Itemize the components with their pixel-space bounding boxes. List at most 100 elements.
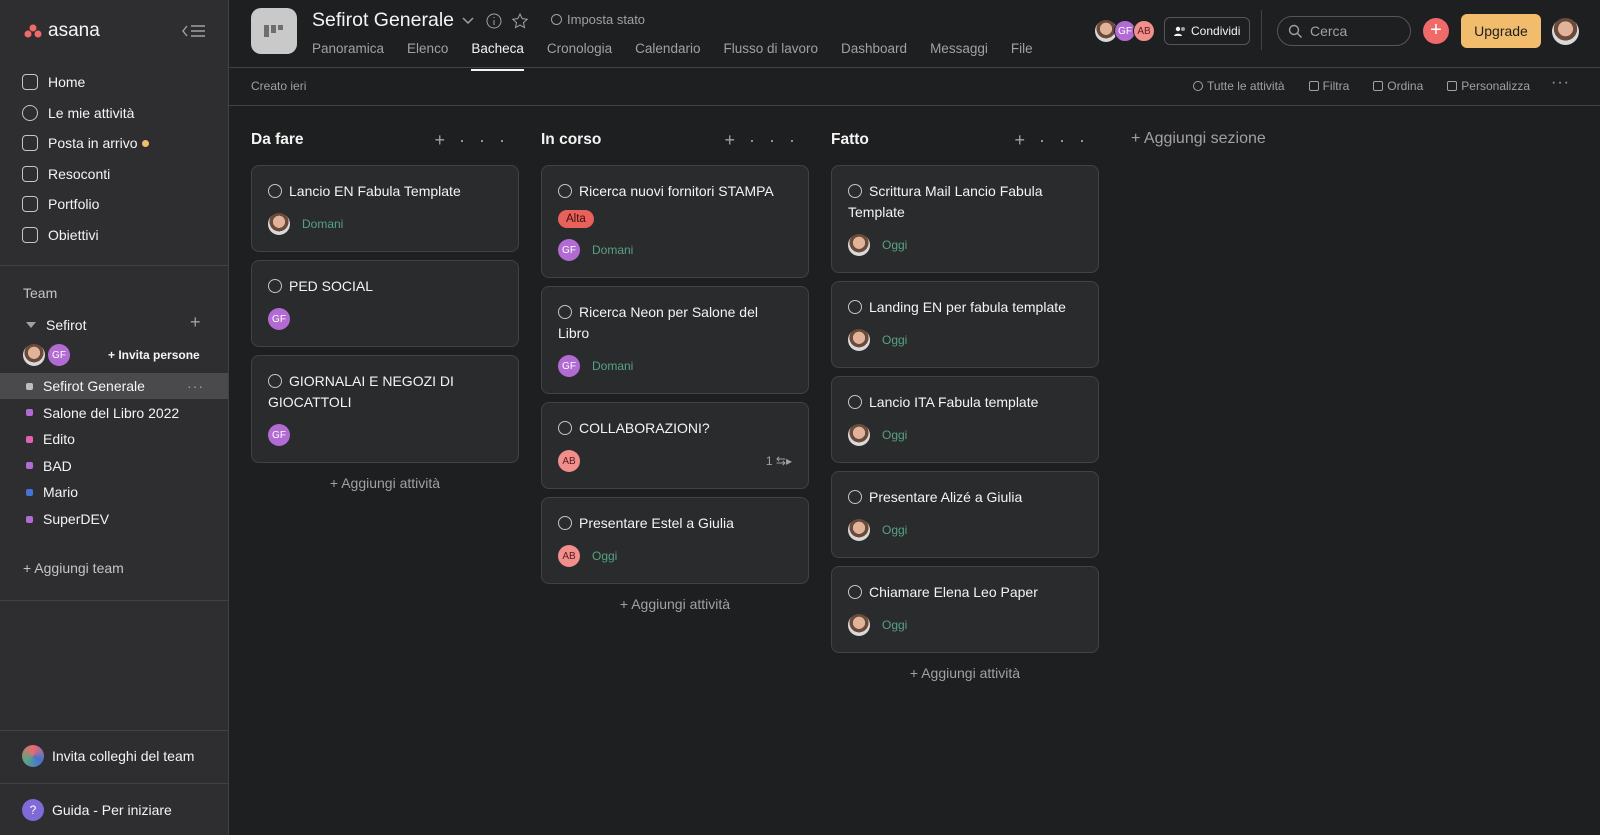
task-card[interactable]: GIORNALAI E NEGOZI DI GIOCATTOLI GF	[251, 355, 519, 463]
nav-item[interactable]: Portfolio	[22, 192, 99, 216]
add-task[interactable]: + Aggiungi attività	[831, 665, 1099, 681]
more-button[interactable]: ···	[1551, 74, 1570, 91]
complete-checkbox[interactable]	[848, 184, 862, 198]
project-item[interactable]: Sefirot Generale ···	[0, 373, 228, 399]
subtask-count[interactable]: 1 ⇆▸	[766, 454, 792, 468]
task-card[interactable]: Lancio ITA Fabula template Oggi	[831, 376, 1099, 463]
complete-checkbox[interactable]	[268, 374, 282, 388]
task-meta: AB Oggi	[558, 544, 792, 568]
column-controls[interactable]: +···	[724, 129, 809, 150]
project-name: BAD	[43, 457, 72, 474]
complete-checkbox[interactable]	[848, 585, 862, 599]
divider	[229, 67, 1600, 68]
column-controls[interactable]: +···	[434, 129, 519, 150]
status-icon	[551, 14, 562, 25]
created-info: Creato ieri	[251, 79, 307, 93]
complete-checkbox[interactable]	[558, 516, 572, 530]
assignee-avatar	[848, 329, 870, 351]
collapse-button[interactable]	[181, 23, 207, 39]
tab[interactable]: Bacheca	[471, 41, 524, 71]
status-button[interactable]: Imposta stato	[551, 12, 645, 27]
task-card[interactable]: Lancio EN Fabula Template Domani	[251, 165, 519, 252]
search-box[interactable]: Cerca	[1277, 16, 1411, 46]
task-card[interactable]: Ricerca Neon per Salone del Libro GF Doman…	[541, 286, 809, 394]
nav-item[interactable]: Home	[22, 70, 85, 94]
nav-icon	[22, 104, 38, 121]
tab[interactable]: File	[1010, 41, 1033, 56]
nav-item[interactable]: Obiettivi	[22, 223, 99, 247]
help-icon: ?	[22, 799, 44, 821]
action-icon	[1308, 81, 1319, 91]
team-name: Sefirot	[46, 317, 87, 333]
project-item[interactable]: Salone del Libro 2022	[0, 400, 228, 426]
complete-checkbox[interactable]	[558, 305, 572, 319]
add-section[interactable]: + Aggiungi sezione	[1131, 130, 1266, 148]
project-item[interactable]: Mario	[0, 479, 228, 505]
add-team[interactable]: + Aggiungi team	[23, 560, 124, 576]
complete-checkbox[interactable]	[848, 395, 862, 409]
subtask-icon: ⇆▸	[772, 454, 792, 468]
project-menu[interactable]: ···	[187, 378, 204, 394]
user-avatar[interactable]	[1552, 18, 1579, 45]
complete-checkbox[interactable]	[558, 184, 572, 198]
help[interactable]: ? Guida - Per iniziare	[22, 799, 172, 821]
search-icon	[1288, 24, 1302, 38]
task-title: Presentare Estel a Giulia	[558, 513, 792, 534]
tab[interactable]: Calendario	[635, 41, 701, 56]
column-title: Da fare	[251, 131, 304, 148]
complete-checkbox[interactable]	[848, 490, 862, 504]
complete-checkbox[interactable]	[848, 300, 862, 314]
task-card[interactable]: Ricerca nuovi fornitori STAMPA Alta GF Doma…	[541, 165, 809, 278]
tab[interactable]: Messaggi	[930, 41, 988, 56]
complete-checkbox[interactable]	[268, 184, 282, 198]
project-name: Edito	[43, 431, 75, 448]
task-meta: Oggi	[848, 518, 1082, 542]
project-color	[26, 409, 33, 417]
add-task[interactable]: + Aggiungi attività	[541, 596, 809, 612]
nav-item[interactable]: Resoconti	[22, 162, 110, 186]
project-item[interactable]: BAD	[0, 453, 228, 479]
priority-tag: Alta	[558, 210, 594, 228]
share-button[interactable]: Condividi	[1164, 17, 1251, 45]
add-project[interactable]: +	[190, 312, 201, 332]
task-card[interactable]: Landing EN per fabula template Oggi	[831, 281, 1099, 368]
task-card[interactable]: Chiamare Elena Leo Paper Oggi	[831, 566, 1099, 653]
tab[interactable]: Dashboard	[841, 41, 908, 56]
tab[interactable]: Panoramica	[312, 41, 385, 56]
team-row[interactable]: Sefirot	[26, 317, 86, 333]
nav-item[interactable]: Posta in arrivo	[22, 131, 150, 155]
nav-item[interactable]: Le mie attività	[22, 101, 134, 125]
task-card[interactable]: COLLABORAZIONI? AB 1 ⇆▸	[541, 402, 809, 489]
toolbar-action[interactable]: Ordina	[1373, 79, 1423, 93]
project-item[interactable]: Edito	[0, 426, 228, 452]
divider	[0, 265, 228, 266]
invite-button[interactable]: + Invita persone	[108, 348, 200, 362]
logo[interactable]: asana	[24, 20, 100, 42]
assignee-avatar	[848, 424, 870, 446]
members[interactable]: GF AB	[1095, 20, 1155, 42]
task-meta: Oggi	[848, 613, 1082, 637]
tab[interactable]: Flusso di lavoro	[723, 41, 819, 56]
task-card[interactable]: Presentare Estel a Giulia AB Oggi	[541, 497, 809, 584]
task-card[interactable]: Scrittura Mail Lancio Fabula Template Ogg…	[831, 165, 1099, 273]
nav-label: Resoconti	[48, 165, 111, 182]
column-controls[interactable]: +···	[1014, 129, 1099, 150]
tab[interactable]: Cronologia	[546, 41, 613, 56]
complete-checkbox[interactable]	[558, 421, 572, 435]
toolbar-action[interactable]: Filtra	[1308, 79, 1349, 93]
tab[interactable]: Elenco	[407, 41, 449, 56]
upgrade-button[interactable]: Upgrade	[1461, 14, 1541, 48]
invite-colleagues[interactable]: Invita colleghi del team	[22, 745, 194, 767]
complete-checkbox[interactable]	[268, 279, 282, 293]
title-icons[interactable]	[461, 12, 557, 30]
project-item[interactable]: SuperDEV	[0, 506, 228, 532]
toolbar-action[interactable]: Personalizza	[1447, 79, 1530, 93]
avatar	[1095, 20, 1117, 42]
add-task[interactable]: + Aggiungi attività	[251, 475, 519, 491]
task-card[interactable]: PED SOCIAL GF	[251, 260, 519, 347]
nav-icon	[22, 165, 38, 182]
task-card[interactable]: Presentare Alizé a Giulia Oggi	[831, 471, 1099, 558]
toolbar-action[interactable]: Tutte le attività	[1193, 79, 1285, 93]
assignee-avatar	[848, 614, 870, 636]
create-button[interactable]: +	[1423, 18, 1449, 44]
